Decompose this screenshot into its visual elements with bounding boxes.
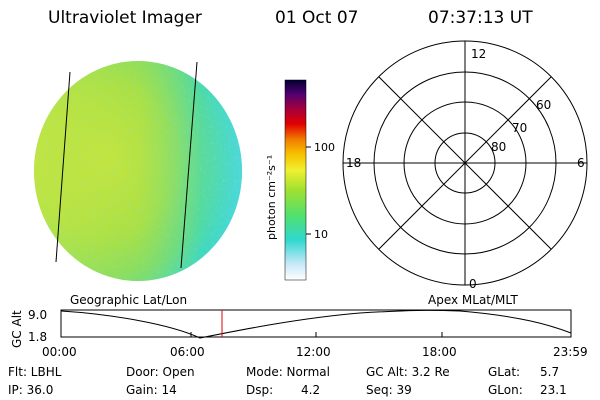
- time-label: 07:37:13 UT: [428, 8, 533, 28]
- colorbar-unit-label: photon cm⁻²s⁻¹: [265, 154, 278, 240]
- dsp-value: 4.2: [301, 383, 321, 397]
- timeline-xtick: 12:00: [296, 345, 331, 359]
- timeline-ylabel: GC Alt: [10, 310, 24, 348]
- geographic-meridian-line: [180, 61, 198, 269]
- colorbar: [284, 79, 311, 281]
- timeline-xtick: 18:00: [422, 345, 457, 359]
- door-status: Door: Open: [126, 365, 195, 379]
- gcalt-status: GC Alt: 3.2 Re: [366, 365, 450, 379]
- dsp-label: Dsp:: [246, 383, 274, 397]
- seq-status: Seq: 39: [366, 383, 412, 397]
- timeline-xtick: 00:00: [42, 345, 77, 359]
- geographic-meridian-line: [55, 71, 71, 263]
- colorbar-tick-10: 10: [314, 228, 328, 241]
- altitude-timeline: [60, 309, 572, 339]
- date-label: 01 Oct 07: [275, 8, 359, 28]
- mlt-label-18: 18: [346, 156, 362, 170]
- mlt-label-0: 0: [469, 277, 477, 291]
- geographic-title: Geographic Lat/Lon: [70, 293, 188, 307]
- ip-status: IP: 36.0: [8, 383, 54, 397]
- imager-title: Ultraviolet Imager: [48, 8, 202, 28]
- mlt-label-12: 12: [471, 47, 487, 61]
- timeline-xtick: 06:00: [170, 345, 205, 359]
- timeline-ytick-top: 9.0: [28, 308, 48, 322]
- mode-status: Mode: Normal: [246, 365, 330, 379]
- timeline-ytick-bottom: 1.8: [28, 330, 48, 344]
- mlat-label-60: 60: [536, 98, 552, 112]
- glon-value: 23.1: [540, 383, 567, 397]
- glat-label: GLat:: [488, 365, 521, 379]
- filter-status: Flt: LBHL: [8, 365, 62, 379]
- mlat-label-70: 70: [512, 121, 528, 135]
- timeline-xtick: 23:59: [553, 345, 588, 359]
- colorbar-tick-100: 100: [314, 141, 335, 154]
- mlat-label-80: 80: [491, 140, 507, 154]
- apex-title: Apex MLat/MLT: [428, 293, 518, 307]
- gain-status: Gain: 14: [126, 383, 177, 397]
- glat-value: 5.7: [540, 365, 560, 379]
- polar-grid: [342, 40, 588, 286]
- glon-label: GLon:: [488, 383, 523, 397]
- uv-earth-image: [34, 61, 242, 281]
- mlt-label-6: 6: [577, 156, 585, 170]
